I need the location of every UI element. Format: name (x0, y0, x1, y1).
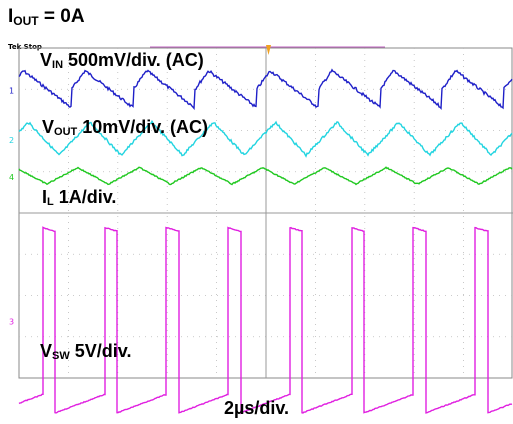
channel-marker: 1 (9, 86, 14, 95)
channel-marker: 4 (9, 173, 14, 182)
page-title: IOUT = 0A (8, 6, 85, 28)
trace-vout (18, 119, 513, 158)
timebase-label: 2µs/div. (223, 398, 290, 418)
channel-label-vin: VIN 500mV/div. (AC) (40, 50, 204, 71)
channel-label-vsw: VSW 5V/div. (40, 341, 132, 362)
trace-il (18, 166, 513, 186)
channel-label-vout: VOUT 10mV/div. (AC) (42, 117, 208, 138)
trigger-marker-icon (266, 45, 271, 55)
trace-vsw (18, 226, 513, 415)
scope-status: Tek Stop (8, 43, 42, 51)
channel-marker: 2 (9, 136, 14, 145)
channel-marker: 3 (9, 317, 14, 326)
channel-label-il: IL 1A/div. (42, 187, 117, 208)
trace-vin (18, 68, 513, 111)
